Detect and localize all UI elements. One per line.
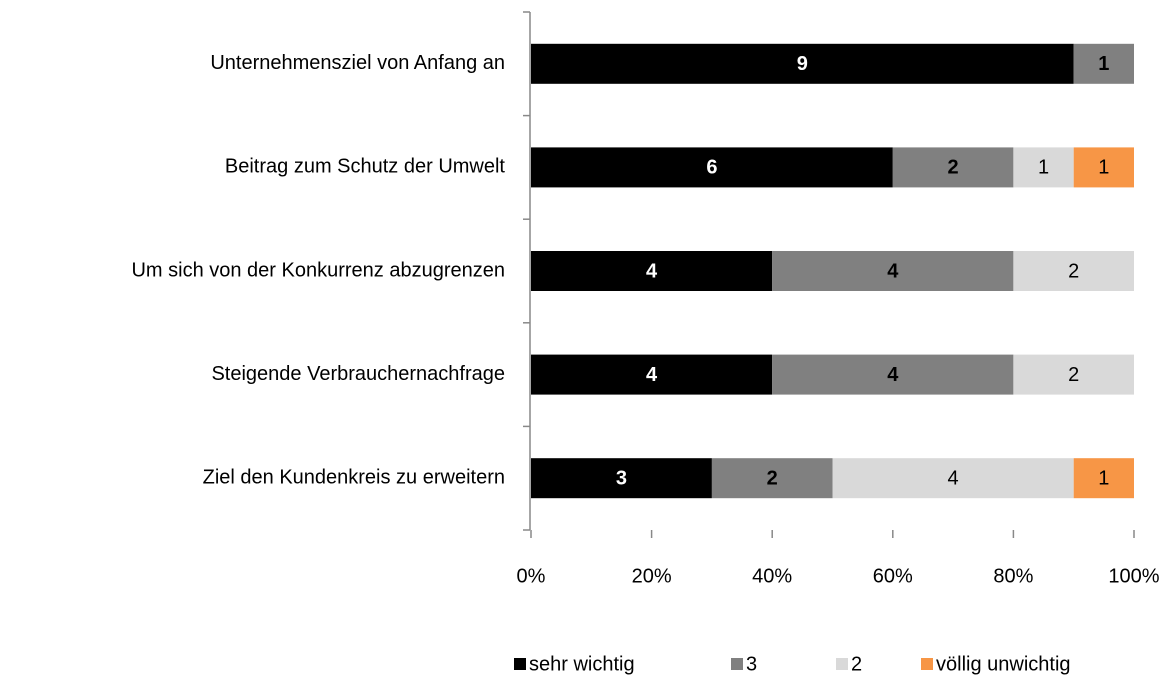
data-label: 2 [767, 467, 778, 489]
x-tick-label: 100% [1108, 565, 1159, 587]
data-label: 3 [616, 467, 627, 489]
bar-segment [1073, 458, 1134, 499]
category-label: Beitrag zum Schutz der Umwelt [225, 156, 506, 178]
data-label: 1 [1098, 467, 1109, 489]
legend-label: völlig unwichtig [936, 653, 1071, 675]
legend-swatch [836, 658, 848, 670]
x-tick-label: 40% [752, 565, 792, 587]
x-tick-label: 0% [517, 565, 546, 587]
bar-segment [772, 251, 1014, 291]
data-label: 2 [1068, 260, 1079, 282]
category-label: Um sich von der Konkurrenz abzugrenzen [131, 259, 505, 281]
legend-label: 2 [851, 653, 862, 675]
data-label: 9 [797, 53, 808, 75]
data-label: 4 [646, 260, 658, 282]
bar-segment [531, 458, 712, 499]
legend-swatch [514, 658, 526, 670]
legend-label: 3 [746, 653, 757, 675]
bar-segment [711, 458, 833, 499]
data-label: 2 [1068, 364, 1079, 386]
category-label: Ziel den Kundenkreis zu erweitern [203, 466, 505, 488]
bar-segment [1073, 43, 1134, 84]
category-label: Steigende Verbrauchernachfrage [211, 363, 505, 385]
bar-segment [531, 251, 773, 291]
legend-swatch [731, 658, 743, 670]
data-label: 1 [1098, 157, 1109, 179]
x-tick-label: 80% [993, 565, 1033, 587]
bar-segment [892, 147, 1014, 188]
data-label: 4 [948, 467, 959, 489]
data-label: 4 [646, 364, 658, 386]
data-label: 2 [948, 157, 959, 179]
data-label: 4 [887, 260, 899, 282]
x-tick-label: 20% [632, 565, 672, 587]
bar-segment [1073, 147, 1134, 188]
bar-segment [1013, 251, 1134, 291]
legend-label: sehr wichtig [529, 653, 635, 675]
bar-segment [1013, 147, 1074, 188]
bar-segment [531, 147, 893, 188]
data-label: 4 [887, 364, 899, 386]
bar-segment [531, 43, 1074, 84]
bar-segment [832, 458, 1074, 499]
data-label: 1 [1038, 157, 1049, 179]
x-tick-label: 60% [873, 565, 913, 587]
legend-swatch [921, 658, 933, 670]
data-label: 1 [1098, 53, 1109, 75]
bar-segment [1013, 354, 1134, 395]
bar-segment [531, 354, 773, 395]
data-label: 6 [706, 157, 717, 179]
category-label: Unternehmensziel von Anfang an [210, 52, 505, 74]
bar-segment [772, 354, 1014, 395]
